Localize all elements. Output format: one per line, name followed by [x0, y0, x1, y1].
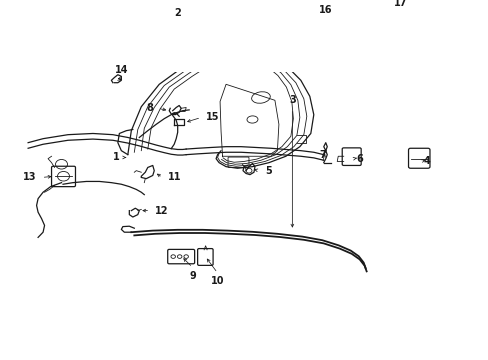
Text: 7: 7 — [318, 150, 325, 160]
Text: 2: 2 — [174, 8, 181, 18]
Text: 4: 4 — [423, 157, 429, 166]
Text: 3: 3 — [288, 95, 295, 105]
Text: 16: 16 — [318, 5, 332, 15]
Text: 17: 17 — [393, 0, 407, 8]
Text: 15: 15 — [205, 112, 219, 122]
Text: 12: 12 — [155, 206, 168, 216]
Text: 8: 8 — [145, 103, 152, 113]
Text: 5: 5 — [264, 166, 271, 176]
Text: 6: 6 — [356, 154, 362, 164]
Text: 13: 13 — [23, 172, 37, 183]
Text: 9: 9 — [189, 271, 196, 280]
Text: 1: 1 — [112, 152, 119, 162]
Text: 14: 14 — [114, 65, 128, 75]
Text: 11: 11 — [167, 172, 181, 183]
Text: 10: 10 — [210, 276, 224, 286]
Circle shape — [382, 4, 388, 8]
